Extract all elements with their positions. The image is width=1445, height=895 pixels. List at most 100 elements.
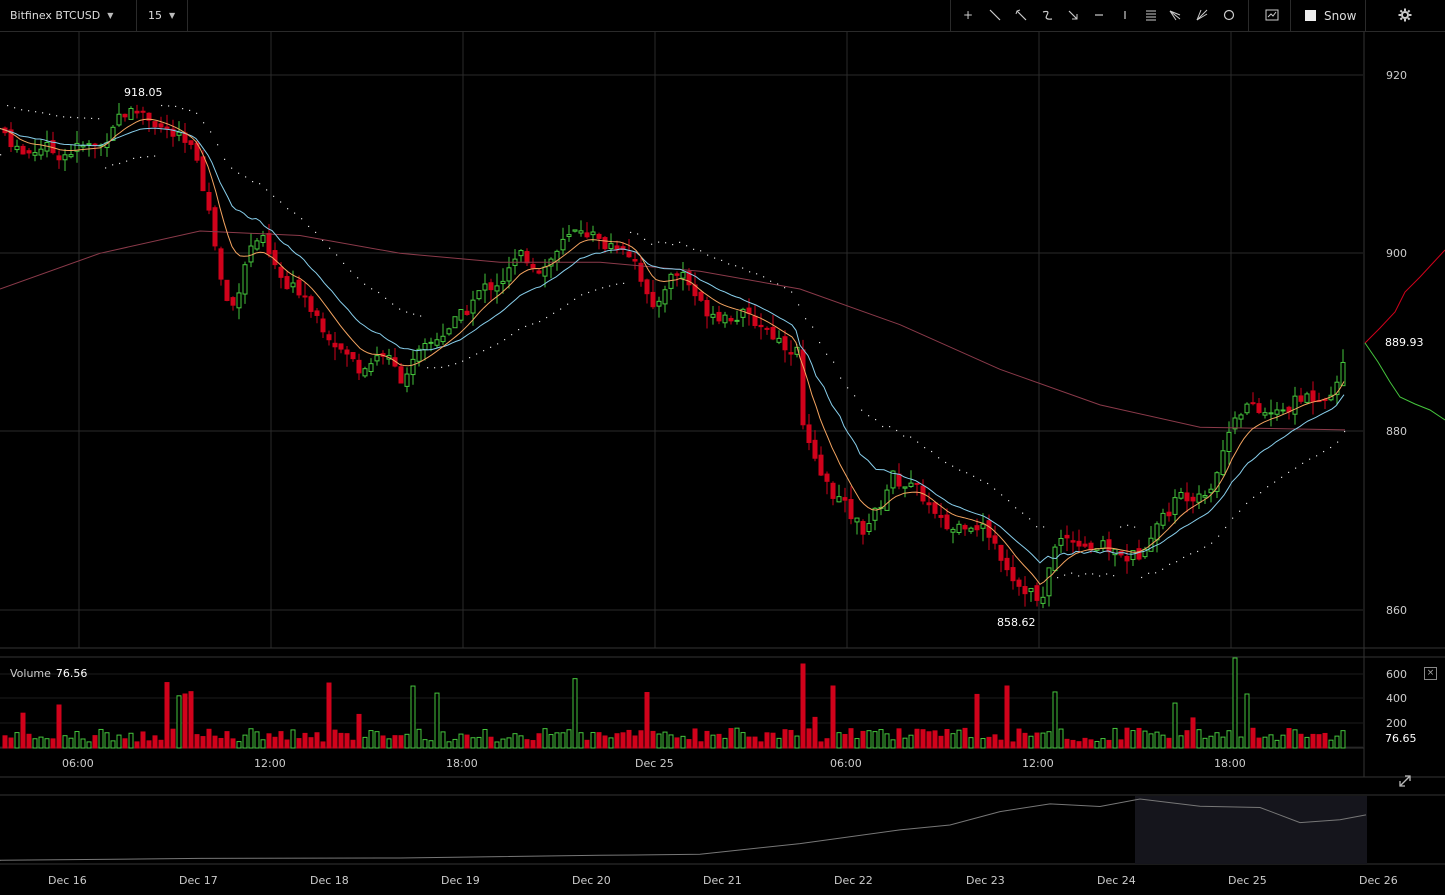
sar-dot bbox=[1043, 526, 1045, 528]
candle-body bbox=[542, 266, 548, 277]
sar-dot bbox=[1218, 535, 1220, 537]
sar-dot bbox=[357, 277, 359, 279]
volume-bar bbox=[752, 736, 758, 749]
volume-bar bbox=[1154, 731, 1160, 749]
nav-date-label: Dec 17 bbox=[179, 874, 218, 887]
gear-icon[interactable] bbox=[1396, 7, 1414, 23]
volume-bar bbox=[278, 731, 284, 749]
volume-bar bbox=[716, 733, 722, 749]
sar-dot bbox=[1162, 568, 1164, 570]
fib-icon[interactable] bbox=[1142, 7, 1160, 23]
candle-body bbox=[854, 517, 860, 523]
volume-bar bbox=[440, 731, 446, 749]
fan-icon[interactable] bbox=[1193, 7, 1211, 23]
volume-bar bbox=[170, 728, 176, 749]
volume-bar bbox=[236, 741, 242, 749]
sar-dot bbox=[1183, 556, 1185, 559]
sar-dot bbox=[791, 291, 793, 293]
volume-bar bbox=[1244, 693, 1250, 749]
volume-bar bbox=[368, 730, 374, 749]
volume-bar bbox=[644, 692, 650, 749]
pitchfork-icon[interactable] bbox=[1166, 7, 1184, 23]
sar-dot bbox=[805, 318, 807, 320]
sar-dot bbox=[882, 425, 884, 428]
curve-icon[interactable] bbox=[1038, 7, 1056, 23]
volume-bar bbox=[1232, 657, 1238, 749]
sar-dot bbox=[637, 233, 639, 235]
candle-body bbox=[644, 279, 650, 295]
sar-dot bbox=[140, 156, 142, 158]
sar-dot bbox=[1295, 467, 1297, 469]
volume-tick: 200 bbox=[1386, 717, 1407, 730]
sar-dot bbox=[714, 257, 716, 259]
arrow-icon[interactable] bbox=[1064, 7, 1082, 23]
sar-dot bbox=[308, 225, 310, 228]
chevron-down-icon: ▼ bbox=[169, 11, 176, 20]
sar-dot bbox=[1064, 574, 1066, 576]
vertical-line-icon[interactable] bbox=[1116, 7, 1134, 23]
candle-body bbox=[20, 145, 26, 155]
sar-dot bbox=[1176, 561, 1178, 563]
symbol-selector[interactable]: Bitfinex BTCUSD ▼ bbox=[10, 0, 113, 31]
candle-body bbox=[470, 299, 476, 314]
candle-body bbox=[1034, 585, 1040, 601]
candle-body bbox=[836, 496, 842, 503]
candle-body bbox=[152, 121, 158, 128]
volume-bar bbox=[194, 734, 200, 749]
volume-bar bbox=[986, 736, 992, 749]
volume-bar bbox=[674, 737, 680, 749]
sar-dot bbox=[826, 353, 828, 355]
arrow-line-icon[interactable] bbox=[1012, 7, 1030, 23]
candle-body bbox=[584, 232, 590, 238]
candle-body bbox=[38, 148, 44, 156]
chart-area[interactable]: 920 900 880 860 889.93 918.05 858.62 600… bbox=[0, 32, 1445, 895]
volume-bar bbox=[596, 732, 602, 749]
volume-bar bbox=[1130, 730, 1136, 749]
sar-dot bbox=[224, 158, 226, 160]
interval-selector[interactable]: 15 ▼ bbox=[148, 0, 175, 31]
volume-bar bbox=[44, 738, 50, 749]
sar-dot bbox=[931, 450, 933, 453]
candle-body bbox=[710, 313, 716, 318]
sar-dot bbox=[980, 479, 982, 481]
volume-bar bbox=[1340, 730, 1346, 749]
crosshair-icon[interactable]: + bbox=[962, 8, 974, 22]
snow-checkbox[interactable] bbox=[1305, 10, 1316, 21]
candle-body bbox=[1220, 450, 1226, 476]
nav-date-label: Dec 25 bbox=[1228, 874, 1267, 887]
snow-toggle[interactable]: Snow bbox=[1305, 0, 1356, 31]
volume-bar bbox=[1322, 732, 1328, 749]
nav-date-label: Dec 24 bbox=[1097, 874, 1136, 887]
sar-dot bbox=[959, 469, 961, 471]
expand-icon[interactable] bbox=[1396, 772, 1414, 790]
volume-bar bbox=[428, 740, 434, 749]
candle-body bbox=[68, 154, 74, 158]
circle-icon[interactable] bbox=[1220, 7, 1238, 23]
horizontal-line-icon[interactable] bbox=[1090, 7, 1108, 23]
volume-bar bbox=[176, 695, 182, 749]
volume-title: Volume bbox=[10, 667, 51, 680]
volume-bar bbox=[890, 739, 896, 749]
volume-bar bbox=[782, 729, 788, 749]
candle-body bbox=[1088, 542, 1094, 551]
close-icon[interactable]: × bbox=[1424, 667, 1437, 680]
sar-dot bbox=[987, 482, 989, 485]
sar-dot bbox=[336, 254, 338, 256]
volume-bar bbox=[380, 735, 386, 749]
volume-bar bbox=[656, 733, 662, 749]
candle-body bbox=[686, 271, 692, 286]
trend-line-icon[interactable] bbox=[986, 7, 1004, 23]
candle-body bbox=[224, 279, 230, 301]
navigator[interactable] bbox=[0, 796, 1367, 864]
candle-body bbox=[734, 319, 740, 322]
indicator-icon[interactable] bbox=[1263, 7, 1281, 23]
candle-body bbox=[770, 327, 776, 340]
volume-bar bbox=[872, 731, 878, 749]
volume-bar bbox=[74, 731, 80, 749]
candle-body bbox=[530, 263, 536, 269]
candle-body bbox=[848, 499, 854, 520]
candle-body bbox=[200, 156, 206, 192]
sar-dot bbox=[1204, 546, 1206, 548]
volume-bar bbox=[848, 728, 854, 749]
volume-bar bbox=[272, 736, 278, 749]
